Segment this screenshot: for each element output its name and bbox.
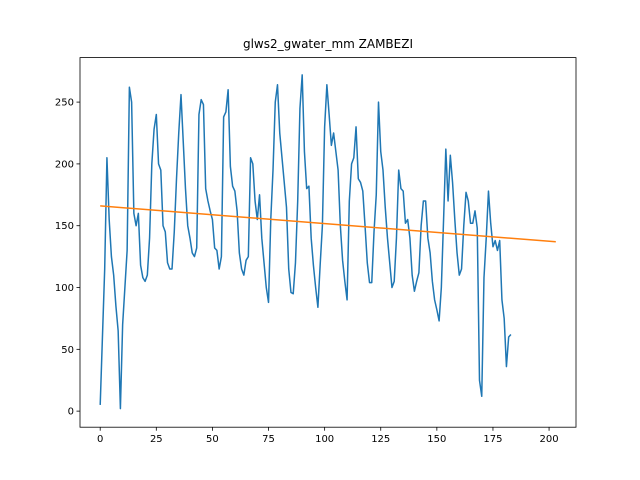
x-axis: 0 25 50 75 100 125 150 175 200 [97, 427, 559, 445]
y-axis: 0 50 100 150 200 250 [55, 98, 80, 418]
y-tick-label: 0 [68, 407, 74, 418]
x-tick-label: 175 [483, 434, 502, 445]
x-tick-label: 75 [262, 434, 275, 445]
x-tick-label: 50 [206, 434, 219, 445]
y-tick-label: 250 [55, 98, 74, 109]
x-tick-label: 100 [315, 434, 334, 445]
series-line [99, 74, 512, 410]
x-tick-label: 25 [150, 434, 163, 445]
x-tick-label: 125 [371, 434, 390, 445]
y-tick-label: 100 [55, 283, 74, 294]
y-tick-label: 50 [61, 345, 74, 356]
x-tick-label: 0 [97, 434, 103, 445]
series-layer [99, 74, 556, 410]
trend-line [100, 205, 556, 243]
x-tick-label: 150 [427, 434, 446, 445]
x-tick-label: 200 [540, 434, 559, 445]
chart-title: glws2_gwater_mm ZAMBEZI [243, 37, 413, 51]
plot-frame [79, 57, 577, 428]
y-tick-label: 200 [55, 159, 74, 170]
y-tick-label: 150 [55, 221, 74, 232]
